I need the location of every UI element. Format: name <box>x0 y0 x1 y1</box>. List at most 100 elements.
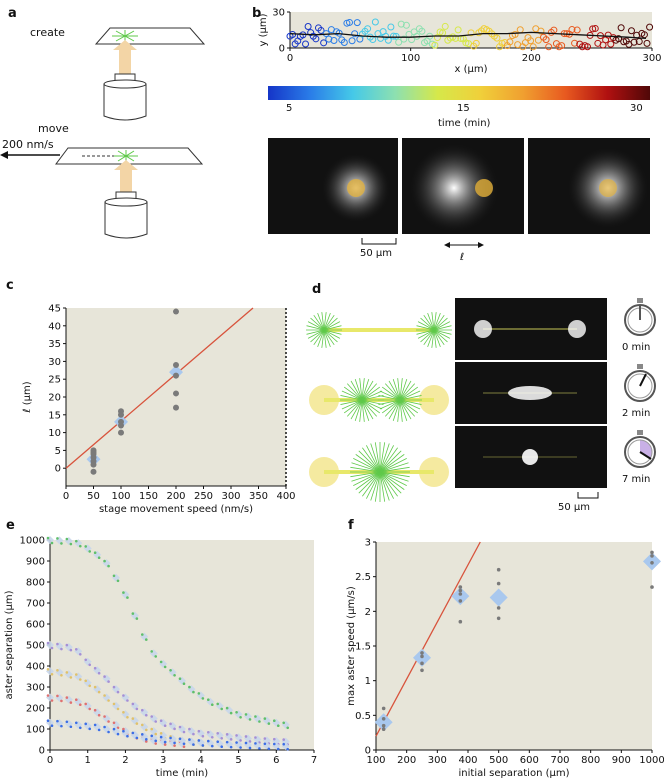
micrograph-d-0min <box>455 298 607 360</box>
ell-double-arrow <box>444 242 484 248</box>
x-axis-label: stage movement speed (nm/s) <box>99 504 253 515</box>
aster-icon-top <box>112 30 138 42</box>
data-point <box>192 690 195 694</box>
data-point <box>56 719 59 723</box>
x-tick-label: 0 <box>47 755 53 766</box>
trajectory-point <box>389 32 397 40</box>
data-point <box>182 745 186 748</box>
trajectory-line <box>289 31 647 40</box>
data-point <box>97 556 101 559</box>
data-point <box>140 733 144 736</box>
ell-label: ℓ <box>460 252 465 263</box>
y-tick-label: 40 <box>48 321 61 332</box>
data-point <box>178 725 182 729</box>
data-point <box>201 734 205 738</box>
data-point <box>60 647 63 651</box>
data-point <box>112 721 116 725</box>
time-2min: 2 min <box>622 408 651 419</box>
data-point <box>103 559 106 563</box>
x-tick-label: 7 <box>311 755 317 766</box>
data-point <box>159 719 163 722</box>
plot-area <box>376 542 652 750</box>
aster-right <box>416 312 452 348</box>
data-point <box>381 727 386 731</box>
x-tick-label: 1000 <box>639 755 664 766</box>
colorbar <box>268 86 650 100</box>
data-point <box>65 671 69 674</box>
aster-left <box>306 312 342 348</box>
data-point <box>50 541 54 545</box>
trajectory-chart: 0 100 200 300 0 30 x (µm) y (µm) <box>258 8 662 76</box>
data-point <box>144 738 148 741</box>
trajectory-point <box>364 25 372 33</box>
data-point <box>650 554 654 558</box>
data-point <box>56 642 59 646</box>
stopwatch-icon-0min <box>624 298 656 336</box>
data-point <box>60 542 63 545</box>
data-point <box>229 711 233 715</box>
trajectory-point <box>441 22 449 30</box>
data-point <box>159 732 163 735</box>
data-point <box>107 730 110 734</box>
data-point <box>144 728 148 732</box>
data-point <box>78 544 82 548</box>
data-point <box>220 745 224 748</box>
x-tick-label: 500 <box>489 755 508 766</box>
data-point <box>286 726 290 730</box>
scalebar-b-label: 50 µm <box>360 248 393 259</box>
data-point <box>88 727 92 731</box>
data-point <box>263 742 267 746</box>
mean-marker <box>169 365 183 380</box>
data-point <box>90 468 97 475</box>
fit-line <box>65 307 254 469</box>
y-axis-label: ℓ (µm) <box>22 381 33 412</box>
data-point <box>173 727 176 731</box>
data-point <box>201 697 205 700</box>
colorbar-tick-30: 30 <box>630 103 643 114</box>
y-axis-label: aster separation (µm) <box>4 590 15 699</box>
data-point <box>188 727 191 731</box>
trajectory-point <box>591 24 599 32</box>
data-point <box>235 734 238 737</box>
data-point <box>78 678 82 681</box>
data-point <box>197 729 201 733</box>
y-tick-label: 5 <box>55 446 61 457</box>
data-point <box>112 702 116 706</box>
data-point <box>97 671 101 675</box>
trajectory-point <box>452 34 460 42</box>
mean-marker <box>489 588 508 607</box>
data-point <box>206 698 210 701</box>
data-point <box>154 720 158 723</box>
data-point <box>458 592 463 596</box>
data-point <box>78 653 82 656</box>
panel-a-schematic: create move 200 nm/s <box>0 0 250 270</box>
trajectory-point <box>568 26 576 34</box>
trajectory-point <box>330 37 338 45</box>
data-point <box>210 744 214 748</box>
trajectory-point <box>431 41 439 49</box>
data-point <box>458 588 463 593</box>
data-point <box>60 699 63 703</box>
panel-label-c: c <box>6 278 14 293</box>
x-tick-label: 300 <box>221 491 240 502</box>
trajectory-point <box>397 20 405 28</box>
data-point <box>197 739 201 742</box>
move-label: move <box>38 122 69 135</box>
panel-label-f: f <box>348 518 354 533</box>
data-point <box>173 744 176 747</box>
data-point <box>258 720 261 723</box>
data-point <box>131 612 135 615</box>
x-tick-label: 6 <box>273 755 279 766</box>
data-point <box>84 658 88 662</box>
micrograph-d-2min <box>455 362 607 424</box>
data-point <box>216 702 220 706</box>
light-beam-bottom <box>120 166 132 194</box>
micrograph-b-2 <box>402 138 524 234</box>
data-point <box>235 711 238 714</box>
scalebar-b <box>361 238 397 245</box>
micrograph-b-1 <box>268 138 398 234</box>
y-tick-label: 200 <box>26 704 45 715</box>
trajectory-point <box>353 19 361 27</box>
x-tick-label: 1 <box>85 755 91 766</box>
y-tick-label: 500 <box>26 641 45 652</box>
